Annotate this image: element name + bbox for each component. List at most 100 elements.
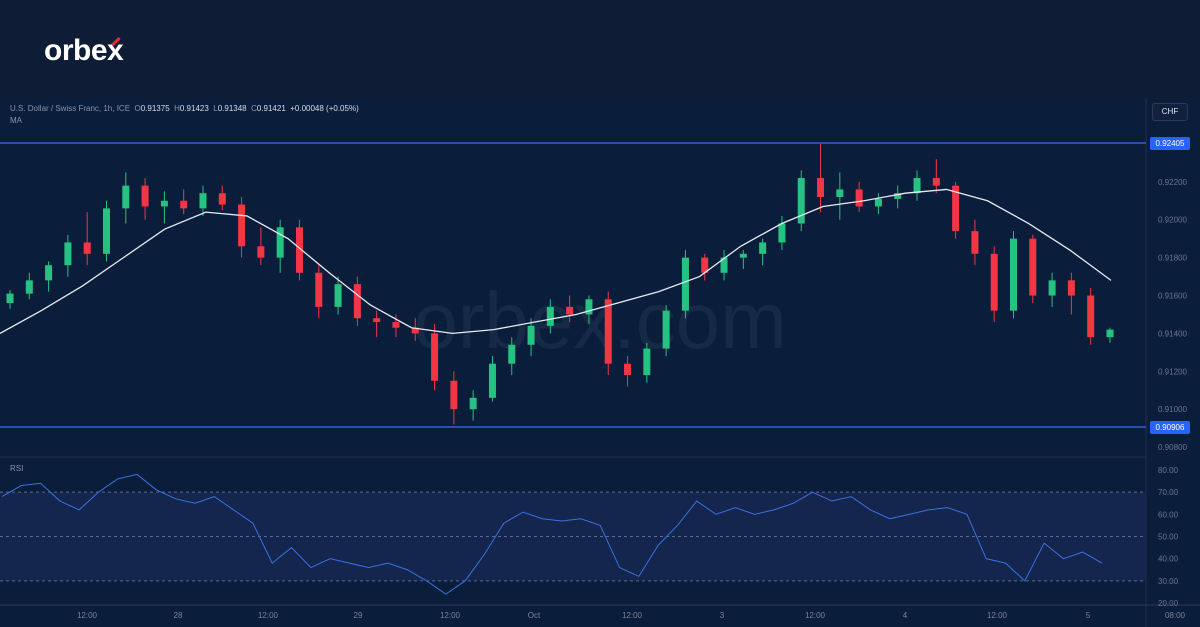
candle-body (913, 178, 921, 194)
candle-body (720, 257, 728, 273)
time-tick-label: 12:00 (987, 611, 1008, 620)
time-tick-label: 12:00 (805, 611, 826, 620)
candle (952, 181, 960, 239)
rsi-indicator-label[interactable]: RSI (10, 464, 24, 473)
candle-body (64, 242, 72, 266)
candle-body (315, 272, 323, 307)
candle (990, 246, 998, 323)
candle-body (141, 185, 149, 207)
price-tick-label: 0.92000 (1158, 216, 1187, 225)
candle-body (238, 204, 246, 247)
candle (180, 189, 188, 215)
moving-average-line (0, 188, 1112, 335)
candle-body (373, 318, 381, 323)
candle (431, 323, 439, 391)
candle-body (1067, 280, 1075, 296)
candle (662, 304, 670, 357)
candle-body (353, 284, 361, 319)
ohlc-legend: U.S. Dollar / Swiss Franc, 1h, ICE O0.91… (10, 104, 359, 113)
candle-body (334, 284, 342, 307)
time-tick-label: 08:00 (1165, 611, 1186, 620)
watermark: orbex.com (413, 276, 786, 365)
candle (778, 215, 786, 251)
candle (488, 356, 496, 402)
candle-body (894, 193, 902, 199)
candle (913, 170, 921, 201)
rsi-tick-label: 50.00 (1158, 533, 1179, 542)
time-tick-label: 3 (720, 611, 725, 620)
candle-body (797, 178, 805, 224)
candle (122, 172, 130, 224)
candle-body (817, 178, 825, 197)
candle (353, 276, 361, 326)
candle-body (1010, 238, 1018, 311)
candle-body (855, 189, 863, 207)
candle-body (527, 325, 535, 345)
candle (971, 219, 979, 266)
candle-body (701, 257, 709, 273)
candle (411, 318, 419, 341)
candle-body (546, 306, 554, 326)
price-tick-label: 0.91600 (1158, 292, 1187, 301)
candle (25, 272, 33, 300)
price-tick-label: 0.91800 (1158, 254, 1187, 263)
candle (817, 143, 825, 213)
candle-body (1106, 329, 1114, 338)
candle (1087, 287, 1095, 345)
rsi-tick-label: 20.00 (1158, 599, 1179, 608)
candle-body (566, 306, 574, 315)
candle-body (739, 253, 747, 258)
chart-canvas[interactable]: orbex.com 0.92200 0.92000 0.91800 0.91600 0.9… (0, 98, 1200, 627)
price-tick-label: 0.91000 (1158, 405, 1187, 414)
candle-body (874, 198, 882, 207)
candle (701, 253, 709, 281)
candle-body (199, 193, 207, 209)
candle (508, 337, 516, 376)
candle-body (624, 363, 632, 376)
candle-body (450, 380, 458, 410)
time-tick-label: 5 (1086, 611, 1091, 620)
candle-body (836, 189, 844, 197)
candle-body (1029, 238, 1037, 296)
candle-body (160, 200, 168, 207)
candle-body (643, 348, 651, 376)
time-tick-label: 12:00 (440, 611, 461, 620)
time-tick-label: 4 (903, 611, 908, 620)
candle (102, 200, 110, 262)
candle (643, 342, 651, 383)
candle (45, 261, 53, 292)
rsi-tick-label: 60.00 (1158, 510, 1179, 519)
candle-body (102, 208, 110, 254)
time-tick-label: 29 (354, 611, 363, 620)
candle-body (604, 299, 612, 364)
candle (759, 238, 767, 266)
chart-panel[interactable]: orbex.com 0.92200 0.92000 0.91800 0.91600 0.9… (0, 98, 1200, 627)
candle (797, 170, 805, 232)
candle-body (1087, 295, 1095, 338)
candle-body (778, 223, 786, 243)
candle (720, 250, 728, 281)
candle-body (122, 185, 130, 209)
candle-body (1048, 280, 1056, 296)
candle (932, 159, 940, 194)
candle (546, 299, 554, 334)
candle (1029, 234, 1037, 304)
ma-indicator-label[interactable]: MA (10, 116, 22, 125)
candle-body (681, 257, 689, 311)
candle-body (952, 185, 960, 232)
candle (585, 295, 593, 324)
rsi-tick-label: 40.00 (1158, 555, 1179, 564)
candle-body (25, 280, 33, 294)
time-tick-label: 12:00 (258, 611, 279, 620)
rsi-line (1, 473, 1103, 595)
candle-body (6, 293, 14, 304)
candle (276, 219, 284, 273)
candle-body (45, 265, 53, 281)
level-tag-lower: 0.90906 (1150, 421, 1190, 434)
candle (894, 185, 902, 209)
time-tick-label: 12:00 (622, 611, 643, 620)
change-value: +0.00048 (+0.05%) (290, 104, 359, 113)
candle-body (469, 397, 477, 410)
currency-button[interactable]: CHF (1152, 103, 1188, 121)
candle-body (180, 200, 188, 209)
